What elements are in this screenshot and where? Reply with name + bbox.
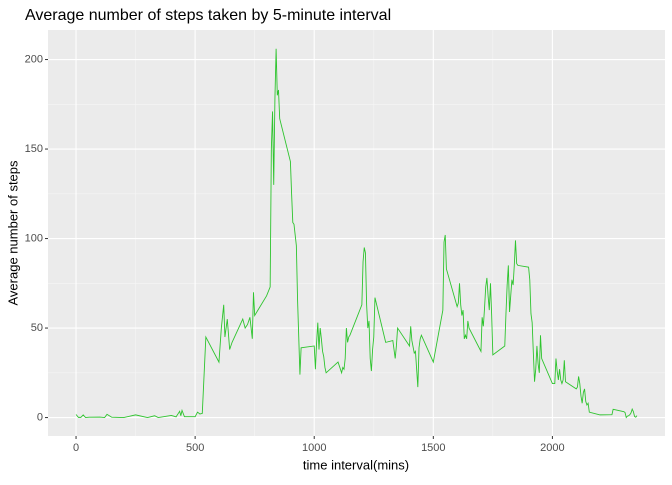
y-tick-label: 100: [25, 232, 43, 244]
x-axis-label: time interval(mins): [303, 457, 409, 472]
x-tick-label: 500: [186, 442, 204, 454]
y-tick-label: 200: [25, 53, 43, 65]
chart-title: Average number of steps taken by 5-minut…: [25, 7, 391, 24]
y-tick-label: 150: [25, 143, 43, 155]
y-tick-label: 50: [31, 322, 43, 334]
plot-panel: [48, 30, 665, 436]
y-axis-label: Average number of steps: [5, 160, 20, 306]
data-line: [75, 48, 638, 419]
x-tick-label: 0: [73, 442, 79, 454]
x-tick-label: 1000: [302, 442, 326, 454]
x-tick-label: 1500: [421, 442, 445, 454]
x-tick-label: 2000: [540, 442, 564, 454]
y-tick-label: 0: [37, 411, 43, 423]
